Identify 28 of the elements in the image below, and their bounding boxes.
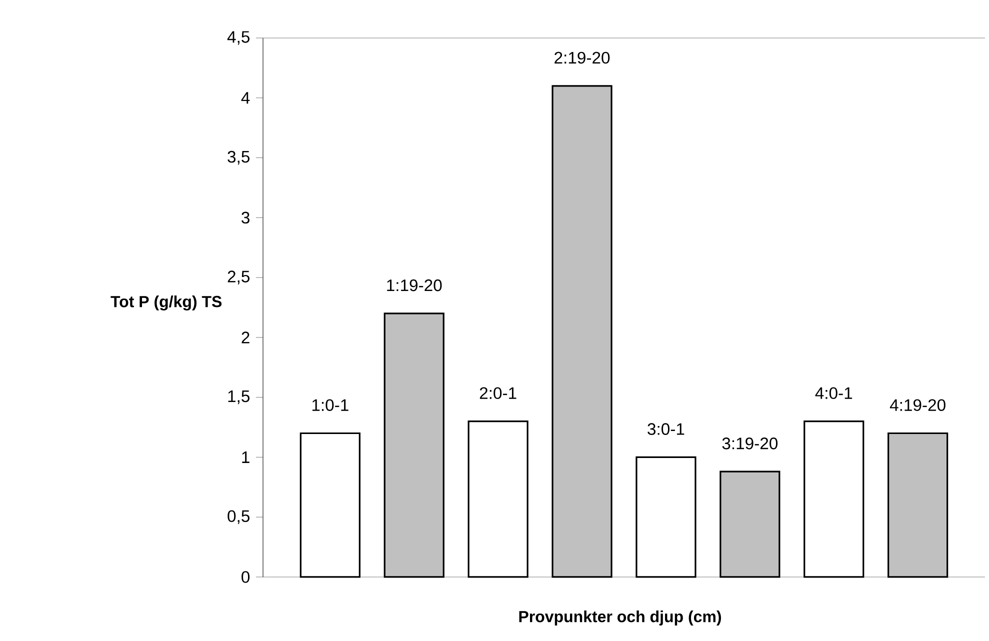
x-axis-title: Provpunkter och djup (cm): [519, 610, 721, 626]
bar: [888, 432, 948, 578]
x-tick-label: 3:19-20: [722, 438, 778, 450]
y-tick-label: 0,5: [228, 510, 250, 524]
y-axis-title: Tot P (g/kg) TS: [110, 296, 222, 310]
x-tick-label: 3:0-1: [648, 423, 684, 435]
y-tick-label: 3: [242, 212, 250, 224]
y-tick-label: 2: [242, 332, 250, 344]
x-tick-label: 4:19-20: [890, 399, 946, 411]
bar: [468, 420, 528, 578]
y-tick-label: 4: [241, 92, 250, 104]
y-tick-label: 3,5: [228, 150, 250, 165]
bar: [300, 432, 360, 578]
bar: [720, 470, 780, 578]
y-tick-label: 0: [242, 571, 250, 583]
x-tick-label: 4:0-1: [815, 387, 852, 400]
bar: [384, 312, 444, 578]
y-tick-label: 2,5: [228, 270, 250, 284]
bar: [636, 456, 696, 578]
x-tick-label: 1:0-1: [312, 399, 348, 411]
y-tick-label: 1,5: [228, 390, 250, 404]
bar: [552, 85, 612, 578]
bar: [804, 420, 864, 578]
x-tick-label: 2:0-1: [480, 387, 516, 400]
y-tick-label: 4,5: [227, 31, 250, 45]
x-tick-label: 1:19-20: [387, 279, 442, 292]
x-tick-label: 2:19-20: [554, 52, 610, 64]
y-tick-label: 1: [242, 451, 250, 463]
